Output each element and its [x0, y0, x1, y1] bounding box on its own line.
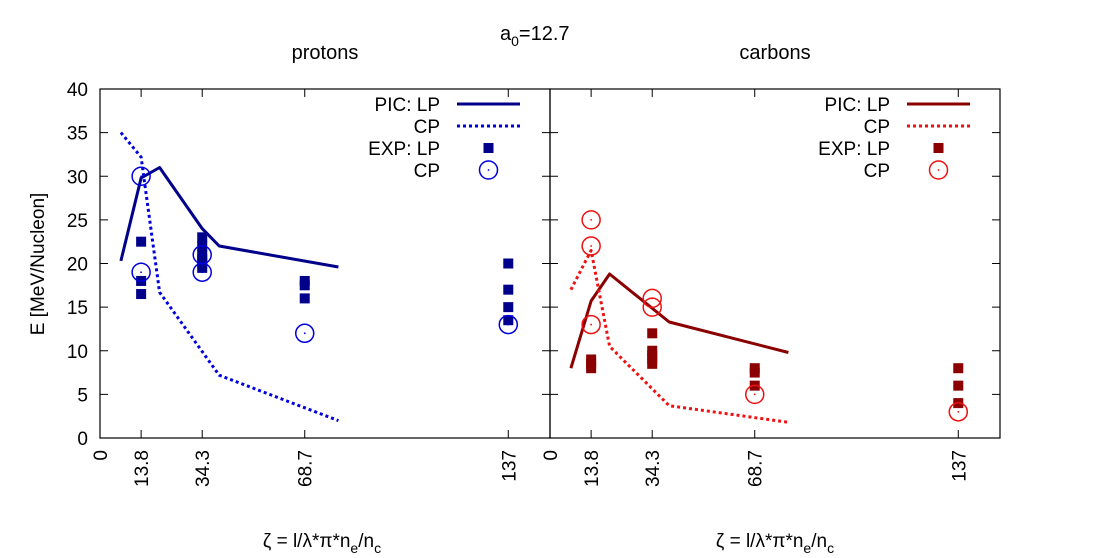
data-point-square — [586, 363, 597, 374]
data-point-circle — [642, 297, 662, 317]
data-point-circle — [581, 236, 601, 256]
data-point-circle-center — [753, 393, 756, 396]
x-tick-label: 68.7 — [746, 450, 767, 487]
x-axis-label-carbons: ζ = l/λ*π*ne/nc — [716, 531, 834, 556]
data-point-square — [503, 258, 514, 269]
legend-label: CP — [864, 117, 890, 138]
legend-label: CP — [414, 117, 440, 138]
data-point-circle — [294, 323, 315, 344]
y-tick-label: 20 — [67, 255, 88, 276]
data-point-square — [749, 367, 760, 378]
figure-title-rest: =12.7 — [519, 23, 570, 45]
data-point-circle-center — [507, 323, 510, 326]
figure-title-main: a — [500, 23, 512, 45]
plot-frame — [549, 88, 1001, 439]
data-point-circle-center — [303, 332, 306, 335]
data-point-circle-center — [140, 175, 143, 178]
legend-label: CP — [414, 161, 440, 182]
data-point-square — [503, 315, 514, 326]
x-tick-label: 34.3 — [643, 450, 664, 487]
x-axis-label-sub-e: e — [803, 540, 811, 556]
y-tick-label: 30 — [67, 167, 88, 188]
series-line — [119, 166, 339, 269]
data-point-square — [197, 262, 208, 273]
data-point-circle — [131, 166, 151, 186]
data-point-circle — [948, 402, 969, 422]
legend-label: EXP: LP — [818, 139, 890, 160]
data-point-square — [136, 236, 147, 247]
data-point-circle-center — [590, 218, 593, 221]
data-point-circle-center — [590, 245, 593, 247]
data-point-square — [647, 328, 658, 339]
legend-sample-circle-center — [487, 169, 490, 171]
svg-text:a0=12.7: a0=12.7 — [500, 23, 570, 49]
y-tick-label: 25 — [67, 211, 88, 232]
data-point-circle-center — [957, 410, 960, 413]
data-point-circle-center — [651, 306, 654, 309]
x-tick-label: 13.8 — [132, 450, 153, 487]
legend-sample-square — [933, 143, 944, 153]
data-point-square — [953, 380, 964, 391]
legend-label: PIC: LP — [375, 95, 440, 116]
panel-protons: protons 0 5 10 15 20 25 30 35 40 0 13.8 34.3 68.7 137 P… — [67, 42, 551, 487]
figure-title: a0=12.7 — [500, 23, 570, 49]
x-axis-label-main: ζ = l/λ*π*n — [263, 531, 351, 552]
x-axis-label-main: ζ = l/λ*π*n — [716, 531, 804, 552]
x-tick-label: 34.3 — [193, 450, 214, 487]
data-point-square — [503, 302, 514, 313]
x-tick-label: 137 — [949, 450, 970, 482]
data-point-circle — [498, 314, 519, 335]
panel-title: carbons — [739, 42, 810, 64]
data-point-circle — [581, 314, 601, 335]
data-point-square — [647, 358, 658, 369]
data-point-square — [503, 284, 514, 295]
x-axis-label-sub-c: c — [374, 540, 381, 556]
data-point-circle-center — [201, 271, 204, 274]
y-tick-label: 0 — [77, 429, 88, 450]
legend-label: EXP: LP — [368, 139, 440, 160]
data-point-circle-center — [590, 323, 593, 326]
y-tick-label: 5 — [77, 385, 88, 406]
data-point-circle-center — [201, 253, 204, 256]
x-tick-label: 68.7 — [296, 450, 317, 487]
y-tick-label: 35 — [67, 124, 88, 145]
series-line — [569, 248, 789, 424]
x-axis-label-mid: /n — [358, 531, 374, 552]
x-tick-label: 13.8 — [582, 450, 603, 487]
legend-sample-circle — [928, 160, 949, 180]
data-point-square — [299, 293, 310, 304]
x-tick-label: 0 — [541, 450, 562, 461]
legend-sample-circle-center — [937, 169, 940, 171]
x-tick-label: 137 — [499, 450, 520, 482]
panel-title: protons — [292, 42, 359, 64]
data-point-circle — [192, 262, 212, 282]
legend-sample-circle — [478, 160, 499, 180]
x-axis-label-sub-c: c — [827, 540, 834, 556]
legend-label: PIC: LP — [825, 95, 890, 116]
y-tick-label: 40 — [67, 80, 88, 101]
series-line — [119, 131, 339, 423]
data-point-square — [299, 280, 310, 291]
data-point-circle — [581, 210, 601, 230]
data-point-circle — [131, 262, 151, 282]
data-point-square — [953, 363, 964, 374]
y-tick-label: 15 — [67, 298, 88, 319]
x-axis-label-sub-e: e — [350, 540, 358, 556]
x-axis-label-protons: ζ = l/λ*π*ne/nc — [263, 531, 381, 556]
y-axis-label: E [MeV/Nucleon] — [28, 193, 49, 336]
data-point-circle-center — [140, 271, 143, 274]
x-tick-label: 0 — [91, 450, 112, 461]
data-point-circle — [744, 384, 765, 405]
y-tick-label: 10 — [67, 342, 88, 363]
series-line — [569, 272, 789, 369]
data-point-square — [197, 232, 208, 243]
legend-label: CP — [864, 161, 890, 182]
data-point-square — [136, 289, 147, 300]
figure-title-subscript: 0 — [511, 33, 519, 49]
x-axis-label-mid: /n — [811, 531, 827, 552]
legend-sample-square — [483, 143, 494, 153]
